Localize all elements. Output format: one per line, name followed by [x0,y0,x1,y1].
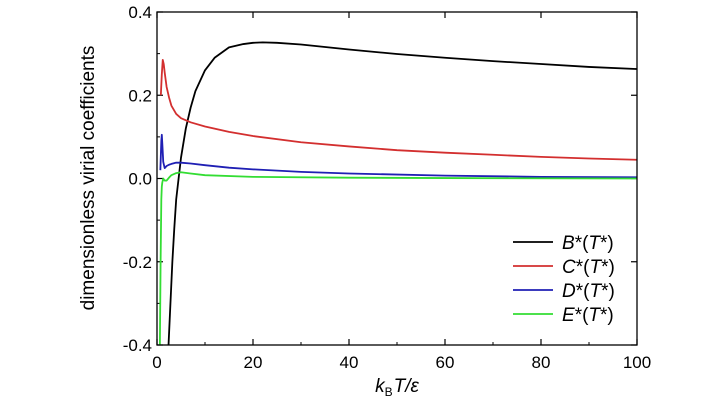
x-tick-label: 20 [244,353,263,372]
y-tick-label: -0.2 [123,253,152,272]
x-tick-label: 100 [623,353,651,372]
series-line-b [167,41,637,345]
series-line-d [159,133,637,179]
x-axis-label-sub: B [385,385,393,399]
x-axis-label: kBT/ε [375,376,419,399]
y-tick-label: 0.4 [128,3,152,22]
legend-label-e: E*(T*) [562,305,614,326]
chart-series-lines [158,41,637,345]
x-tick-label: 60 [436,353,455,372]
y-axis-label: dimensionless virial coefficients [78,46,99,311]
x-axis-label-k: k [375,376,386,397]
legend-label-d: D*(T*) [562,281,615,302]
x-tick-label: 80 [532,353,551,372]
series-line-c [159,58,637,161]
y-tick-label: 0.0 [128,170,152,189]
series-line-e [158,171,637,345]
y-tick-label: -0.4 [123,336,152,355]
y-tick-label: 0.2 [128,86,152,105]
legend-label-c: C*(T*) [562,257,615,278]
x-axis-label-rest: T/ε [394,376,420,397]
plot-frame [156,11,638,346]
legend: B*(T*) C*(T*) D*(T*) E*(T*) [513,233,615,326]
x-tick-label: 40 [340,353,359,372]
x-tick-label: 0 [152,353,161,372]
legend-label-b: B*(T*) [562,233,614,254]
